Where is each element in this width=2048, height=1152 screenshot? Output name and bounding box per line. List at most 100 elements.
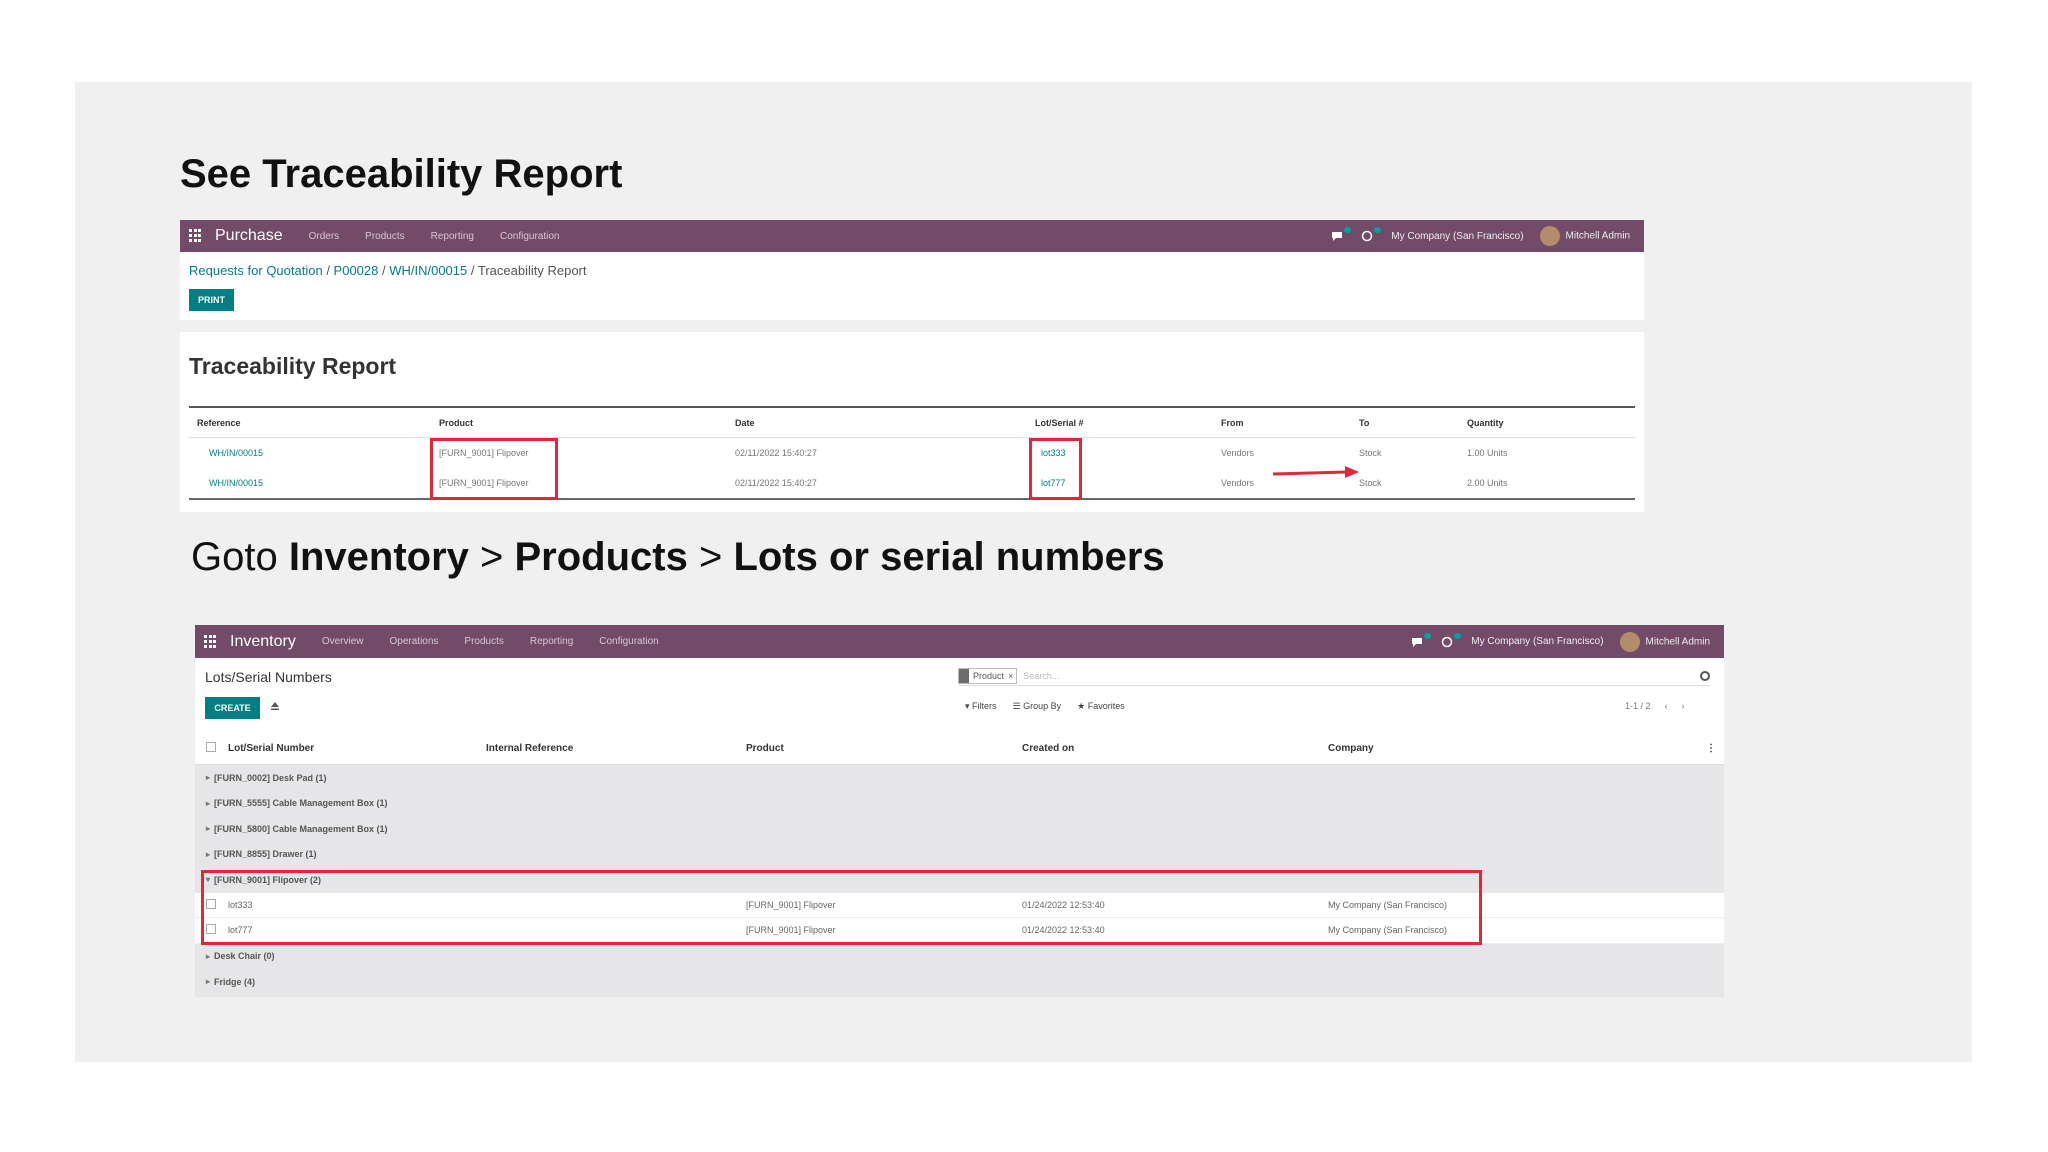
app-menu-icon[interactable] xyxy=(204,634,218,649)
user-menu[interactable]: Mitchell Admin xyxy=(1539,226,1630,246)
user-name: Mitchell Admin xyxy=(1565,230,1630,242)
col-created-on[interactable]: Created on xyxy=(1022,743,1075,754)
menu-reporting[interactable]: Reporting xyxy=(529,636,574,647)
breadcrumb-current: Traceability Report xyxy=(477,263,587,278)
optional-columns-icon[interactable]: ⋮ xyxy=(1706,743,1716,754)
app-menu-icon[interactable] xyxy=(189,229,203,243)
company-switcher[interactable]: My Company (San Francisco) xyxy=(1471,636,1604,647)
menu-operations[interactable]: Operations xyxy=(389,636,439,647)
activity-icon[interactable] xyxy=(1441,632,1462,648)
breadcrumb-sep: / xyxy=(378,263,390,278)
user-menu[interactable]: Mitchell Admin xyxy=(1619,631,1710,652)
menu-products[interactable]: Products xyxy=(464,636,504,647)
highlight-product-box xyxy=(430,438,558,500)
group-label: [FURN_0002] Desk Pad (1) xyxy=(214,772,327,783)
search-facet[interactable]: Product × xyxy=(958,668,1018,684)
col-lot-serial[interactable]: Lot/Serial Number xyxy=(228,743,315,754)
menu-reporting[interactable]: Reporting xyxy=(430,230,474,242)
favorites-dropdown[interactable]: ★ Favorites xyxy=(1077,701,1125,711)
group-label: [FURN_9001] Flipover (2) xyxy=(214,874,322,885)
cell-quantity: 1.00 Units xyxy=(1467,448,1508,458)
slide-heading-traceability: See Traceability Report xyxy=(180,152,623,196)
groupby-dropdown[interactable]: ☰ Group By xyxy=(1012,701,1062,711)
search-icon[interactable] xyxy=(1700,671,1710,681)
group-row-open[interactable]: ▾ [FURN_9001] Flipover (2) xyxy=(195,867,1724,893)
app-name[interactable]: Purchase xyxy=(215,227,283,244)
heading-sep: > xyxy=(687,535,734,579)
red-arrow-icon xyxy=(1273,466,1359,478)
menu-orders[interactable]: Orders xyxy=(308,230,340,242)
col-to: To xyxy=(1359,417,1370,428)
cell-lot[interactable]: lot333 xyxy=(1041,448,1066,458)
slide-heading-navigation: Goto Inventory > Products > Lots or seri… xyxy=(191,535,1165,580)
cell-product: [FURN_9001] Flipover xyxy=(439,478,529,488)
breadcrumb-po[interactable]: P00028 xyxy=(333,263,379,278)
pager-next-icon[interactable]: › xyxy=(1681,701,1685,711)
col-product[interactable]: Product xyxy=(746,743,784,754)
search-input[interactable]: Search... xyxy=(1023,671,1060,681)
group-row[interactable]: ▸ [FURN_8855] Drawer (1) xyxy=(195,842,1724,868)
activity-icon[interactable] xyxy=(1361,227,1382,242)
company-switcher[interactable]: My Company (San Francisco) xyxy=(1391,230,1524,242)
cell-lot[interactable]: lot777 xyxy=(228,925,253,936)
chat-icon[interactable] xyxy=(1331,227,1352,242)
traceability-table: Reference Product Date Lot/Serial # From… xyxy=(189,406,1635,500)
col-company[interactable]: Company xyxy=(1328,743,1374,754)
group-row[interactable]: ▸ [FURN_0002] Desk Pad (1) xyxy=(195,765,1724,791)
list-row[interactable]: lot777 [FURN_9001] Flipover 01/24/2022 1… xyxy=(195,918,1724,944)
avatar xyxy=(1539,226,1560,246)
cell-date: 02/11/2022 15:40:27 xyxy=(735,478,817,488)
col-lot: Lot/Serial # xyxy=(1035,417,1084,428)
menu-overview[interactable]: Overview xyxy=(321,636,364,647)
filters-dropdown[interactable]: ▾ Filters xyxy=(965,701,997,711)
row-checkbox[interactable] xyxy=(195,898,228,911)
group-row[interactable]: ▸ Desk Chair (0) xyxy=(195,944,1724,970)
table-row[interactable]: WH/IN/00015 [FURN_9001] Flipover 02/11/2… xyxy=(189,438,1635,468)
breadcrumb-receipt[interactable]: WH/IN/00015 xyxy=(389,263,468,278)
breadcrumb: Requests for Quotation / P00028 / WH/IN/… xyxy=(189,263,587,278)
group-label: [FURN_8855] Drawer (1) xyxy=(214,849,317,860)
menu-products[interactable]: Products xyxy=(365,230,405,242)
purchase-screenshot: Purchase Orders Products Reporting Confi… xyxy=(180,220,1644,512)
breadcrumb-sep: / xyxy=(467,263,478,278)
caret-right-icon: ▸ xyxy=(206,951,211,961)
group-row[interactable]: ▸ [FURN_5555] Cable Management Box (1) xyxy=(195,791,1724,817)
list-row[interactable]: lot333 [FURN_9001] Flipover 01/24/2022 1… xyxy=(195,892,1724,918)
group-row[interactable]: ▸ Fridge (4) xyxy=(195,969,1724,995)
highlight-flipover-group xyxy=(201,870,1482,945)
caret-right-icon: ▸ xyxy=(206,773,211,783)
cell-lot[interactable]: lot777 xyxy=(1041,478,1066,488)
app-name[interactable]: Inventory xyxy=(230,632,296,650)
menu-configuration[interactable]: Configuration xyxy=(599,636,659,647)
inventory-screenshot: Inventory Overview Operations Products R… xyxy=(195,625,1724,997)
cell-reference[interactable]: WH/IN/00015 xyxy=(209,448,264,458)
cell-lot[interactable]: lot333 xyxy=(228,899,253,910)
col-internal-reference[interactable]: Internal Reference xyxy=(486,743,574,754)
pager-prev-icon[interactable]: ‹ xyxy=(1664,701,1668,711)
favorites-label: Favorites xyxy=(1087,701,1125,711)
group-label: Desk Chair (0) xyxy=(214,951,275,962)
create-button[interactable]: CREATE xyxy=(205,697,260,719)
cell-from: Vendors xyxy=(1221,448,1255,458)
heading-step-lots: Lots or serial numbers xyxy=(733,535,1165,579)
breadcrumb-sep: / xyxy=(322,263,334,278)
table-row[interactable]: WH/IN/00015 [FURN_9001] Flipover 02/11/2… xyxy=(189,468,1635,498)
cell-reference[interactable]: WH/IN/00015 xyxy=(209,478,264,488)
search-bar[interactable]: Product × Search... xyxy=(958,667,1710,686)
menu-configuration[interactable]: Configuration xyxy=(499,230,560,242)
top-navbar: Inventory Overview Operations Products R… xyxy=(195,625,1724,658)
caret-right-icon: ▸ xyxy=(206,798,211,808)
print-button[interactable]: PRINT xyxy=(189,289,234,311)
group-row[interactable]: ▸ [FURN_5800] Cable Management Box (1) xyxy=(195,816,1724,842)
facet-remove-icon[interactable]: × xyxy=(1008,671,1014,681)
breadcrumb-rfq[interactable]: Requests for Quotation xyxy=(189,263,323,278)
upload-icon[interactable] xyxy=(270,701,280,711)
cell-created: 01/24/2022 12:53:40 xyxy=(1022,925,1105,936)
col-product: Product xyxy=(439,417,474,428)
chat-icon[interactable] xyxy=(1411,632,1432,648)
cell-product: [FURN_9001] Flipover xyxy=(439,448,529,458)
col-from: From xyxy=(1221,417,1244,428)
select-all-checkbox[interactable] xyxy=(195,742,228,755)
row-checkbox[interactable] xyxy=(195,924,228,936)
pager-value[interactable]: 1-1 / 2 xyxy=(1625,701,1651,711)
